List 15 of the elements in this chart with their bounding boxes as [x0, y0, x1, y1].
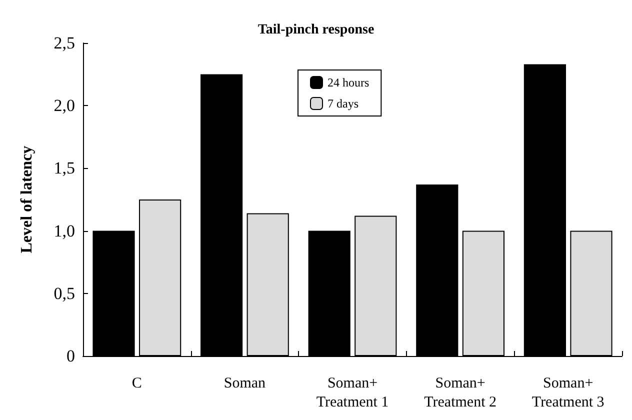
legend-label: 24 hours — [328, 76, 370, 90]
y-axis-title: Level of latency — [18, 146, 36, 254]
y-tick-label: 2,5 — [54, 34, 75, 52]
y-tick-label: 0 — [66, 346, 75, 366]
x-tick-label: Soman — [224, 376, 266, 392]
y-tick-label: 1,5 — [54, 158, 75, 178]
y-tick-label: 1,0 — [54, 221, 75, 240]
chart-title: Tail-pinch response — [258, 22, 374, 38]
x-tick-label: C — [132, 376, 142, 392]
x-tick-label: Soman+ Treatment 2 — [424, 376, 496, 410]
legend-label: 7 days — [328, 96, 359, 110]
y-tick-label: 0,5 — [54, 284, 75, 303]
x-tick-label: Soman+ Treatment 1 — [316, 376, 389, 410]
y-tick-label: 2,0 — [54, 96, 75, 116]
x-tick-label: Soman+ Treatment 3 — [532, 376, 604, 410]
